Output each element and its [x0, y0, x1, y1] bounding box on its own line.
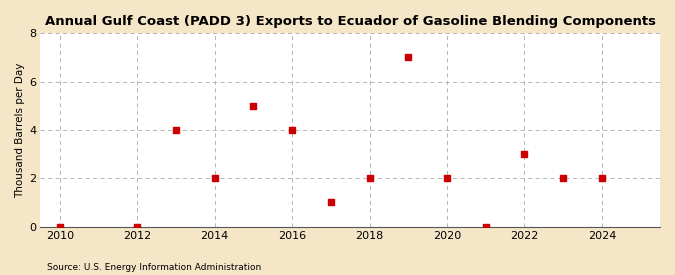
Point — [481, 224, 491, 229]
Point — [364, 176, 375, 180]
Point — [325, 200, 336, 205]
Y-axis label: Thousand Barrels per Day: Thousand Barrels per Day — [15, 62, 25, 198]
Point — [597, 176, 608, 180]
Point — [55, 224, 65, 229]
Point — [403, 55, 414, 60]
Point — [519, 152, 530, 156]
Point — [171, 128, 182, 132]
Point — [558, 176, 568, 180]
Point — [209, 176, 220, 180]
Title: Annual Gulf Coast (PADD 3) Exports to Ecuador of Gasoline Blending Components: Annual Gulf Coast (PADD 3) Exports to Ec… — [45, 15, 655, 28]
Point — [441, 176, 452, 180]
Point — [287, 128, 298, 132]
Text: Source: U.S. Energy Information Administration: Source: U.S. Energy Information Administ… — [47, 263, 261, 272]
Point — [132, 224, 142, 229]
Point — [248, 104, 259, 108]
